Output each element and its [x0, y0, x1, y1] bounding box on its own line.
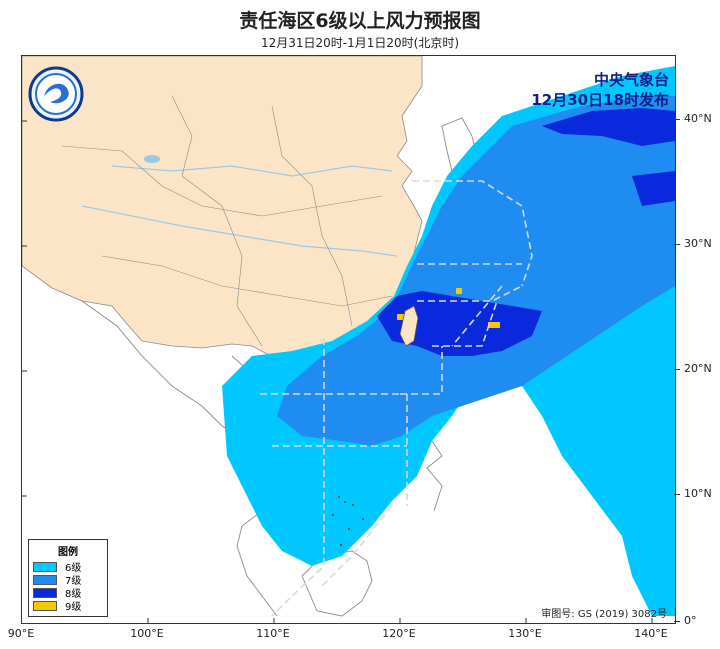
lat-label-40: 40°N	[674, 112, 712, 125]
graticule-ticks	[22, 120, 653, 623]
province-boundary	[101, 255, 393, 307]
lat-label-30: 30°N	[674, 237, 712, 250]
south-china-sea-islands	[332, 496, 364, 546]
legend-label: 9级	[65, 602, 82, 613]
issuer-label: 中央气象台 12月30日18时发布	[531, 70, 669, 110]
lat-label-20: 20°N	[674, 362, 712, 375]
river	[111, 165, 393, 177]
lake	[144, 155, 160, 163]
issuer-line2: 12月30日18时发布	[531, 91, 669, 109]
wind-zone-level-9	[397, 288, 500, 328]
legend: 图例 6级 7级 8级 9级	[28, 539, 108, 617]
legend-swatch	[33, 561, 57, 572]
province-boundary	[271, 105, 353, 327]
lon-label-140: 140°E	[634, 627, 668, 640]
cma-logo-icon	[28, 66, 84, 122]
legend-label: 7级	[65, 576, 82, 587]
wind-zone-level-8	[377, 108, 675, 356]
legend-label: 6级	[65, 563, 82, 574]
lon-label-120: 120°E	[382, 627, 416, 640]
legend-item-9: 9级	[33, 599, 103, 613]
map-area: 中央气象台 12月30日18时发布 图例 6级 7级 8级 9级 审图号: GS…	[21, 55, 676, 624]
lon-label-110: 110°E	[256, 627, 290, 640]
wind-map	[22, 56, 675, 623]
lat-label-0: 0°	[674, 614, 697, 627]
map-title: 责任海区6级以上风力预报图	[239, 10, 481, 32]
map-subtitle: 12月31日20时-1月1日20时(北京时)	[260, 36, 460, 50]
lon-label-100: 100°E	[130, 627, 164, 640]
legend-item-8: 8级	[33, 586, 103, 600]
legend-swatch	[33, 587, 57, 598]
province-boundary	[171, 95, 263, 347]
lat-label-10: 10°N	[674, 487, 712, 500]
issuer-line1: 中央气象台	[593, 71, 669, 89]
lon-label-130: 130°E	[508, 627, 542, 640]
legend-label: 8级	[65, 589, 82, 600]
province-boundary	[61, 145, 383, 217]
lon-label-90: 90°E	[7, 627, 35, 640]
legend-item-7: 7级	[33, 573, 103, 587]
legend-swatch	[33, 600, 57, 611]
approval-number: 审图号: GS (2019) 3082号	[541, 609, 667, 620]
sea-area-boundaries	[260, 180, 533, 617]
legend-swatch	[33, 574, 57, 585]
legend-item-6: 6级	[33, 560, 103, 574]
wind-zone-level-7	[277, 96, 675, 446]
river	[81, 205, 398, 257]
legend-title: 图例	[58, 547, 78, 558]
